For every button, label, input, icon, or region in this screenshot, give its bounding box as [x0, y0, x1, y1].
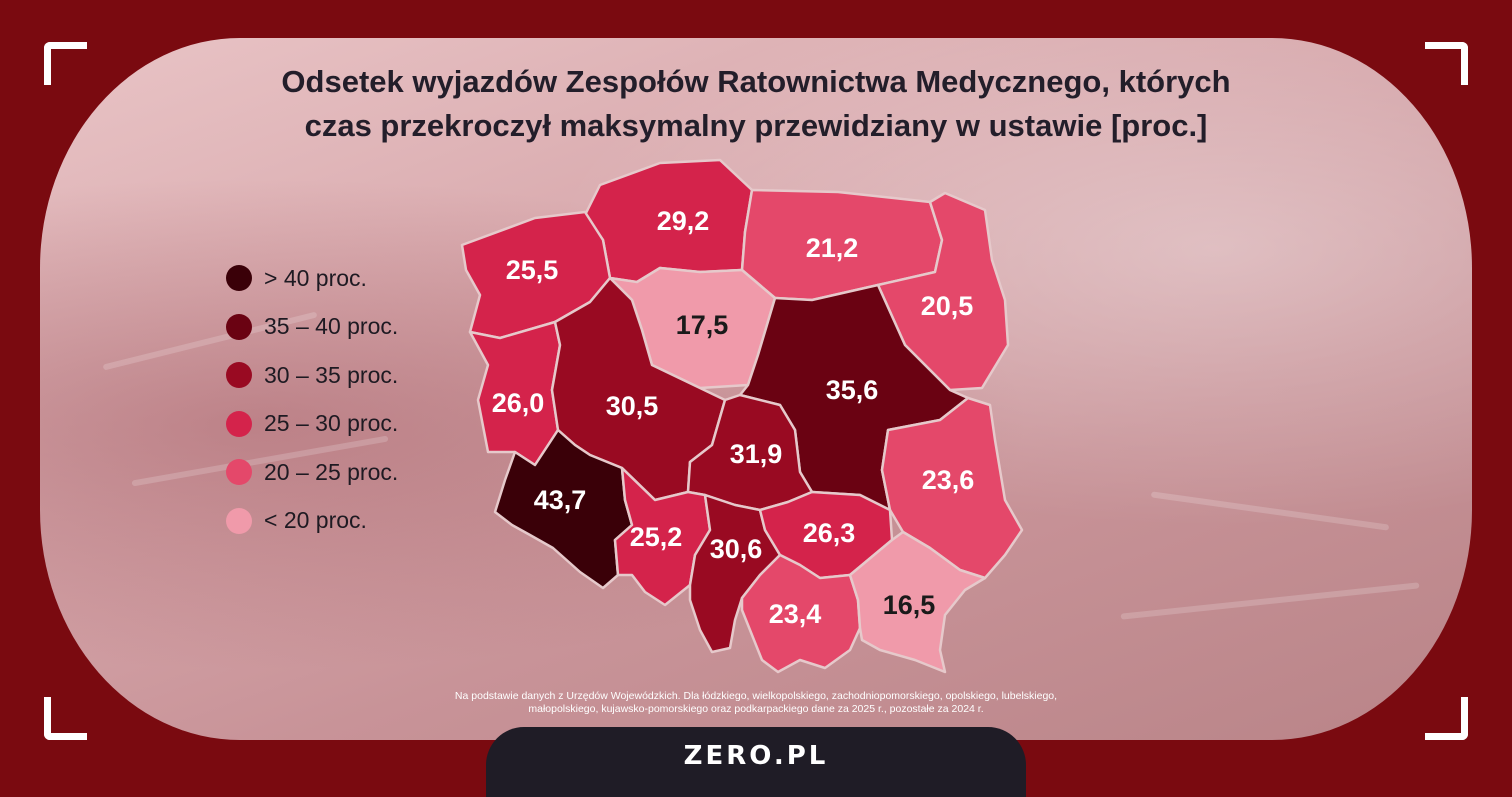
region-opolskie	[613, 466, 712, 607]
source-note-line-2: małopolskiego, kujawsko-pomorskiego oraz…	[528, 703, 984, 715]
legend-item: < 20 proc.	[226, 497, 398, 546]
frame-corner-top-left	[44, 42, 87, 85]
map-title-line-1: Odsetek wyjazdów Zespołów Ratownictwa Me…	[281, 64, 1231, 99]
brand-bar: ZERO.PL	[486, 727, 1026, 797]
legend-item: > 40 proc.	[226, 254, 398, 303]
legend-item: 20 – 25 proc.	[226, 448, 398, 497]
region-value-podlaskie: 20,5	[921, 291, 974, 321]
legend-item: 30 – 35 proc.	[226, 351, 398, 400]
region-malopolskie	[740, 553, 862, 674]
legend-label: 30 – 35 proc.	[264, 361, 399, 388]
region-podkarpackie	[848, 530, 987, 674]
region-value-malopolskie: 23,4	[769, 599, 822, 629]
legend-label: 25 – 30 proc.	[264, 410, 399, 437]
frame-corner-top-right	[1425, 42, 1468, 85]
legend-swatch	[226, 410, 252, 437]
legend-swatch	[226, 265, 252, 292]
poland-voivodeship-map: 29,2 25,5 21,2 20,5 17,5 26,0 30,5 35,6 31,9 43,7…	[460, 158, 1024, 674]
legend-label: > 40 proc.	[264, 264, 367, 291]
legend-swatch	[226, 507, 252, 534]
legend-swatch	[226, 459, 252, 486]
region-value-dolnoslaskie: 43,7	[534, 485, 587, 515]
region-value-zachodniopomorskie: 25,5	[506, 255, 559, 285]
zero-pl-logo: ZERO.PL	[683, 741, 829, 771]
legend-swatch	[226, 362, 252, 389]
source-note: Na podstawie danych z Urzędów Wojewódzki…	[330, 690, 1182, 716]
map-legend: > 40 proc. 35 – 40 proc. 30 – 35 proc. 25 –…	[226, 254, 398, 545]
region-value-mazowieckie: 35,6	[826, 375, 879, 405]
region-value-kujawsko-pomorskie: 17,5	[676, 310, 729, 340]
region-value-lodzkie: 31,9	[730, 439, 783, 469]
legend-label: 35 – 40 proc.	[264, 313, 399, 340]
region-podlaskie	[876, 191, 1010, 392]
legend-label: 20 – 25 proc.	[264, 458, 399, 485]
legend-item: 35 – 40 proc.	[226, 303, 398, 352]
region-value-lubuskie: 26,0	[492, 388, 545, 418]
region-value-slaskie: 30,6	[710, 534, 763, 564]
region-value-lubelskie: 23,6	[922, 465, 975, 495]
legend-label: < 20 proc.	[264, 507, 367, 534]
legend-swatch	[226, 313, 252, 340]
region-value-opolskie: 25,2	[630, 522, 683, 552]
region-value-wielkopolskie: 30,5	[606, 391, 659, 421]
region-value-podkarpackie: 16,5	[883, 590, 936, 620]
frame-corner-bottom-right	[1425, 697, 1468, 740]
region-value-pomorskie: 29,2	[657, 206, 710, 236]
legend-item: 25 – 30 proc.	[226, 400, 398, 449]
source-note-line-1: Na podstawie danych z Urzędów Wojewódzki…	[454, 690, 1058, 702]
frame-corner-bottom-left	[44, 697, 87, 740]
map-title-line-2: czas przekroczył maksymalny przewidziany…	[304, 108, 1208, 143]
region-value-swietokrzyskie: 26,3	[803, 518, 856, 548]
region-value-warminsko-mazurskie: 21,2	[806, 233, 859, 263]
